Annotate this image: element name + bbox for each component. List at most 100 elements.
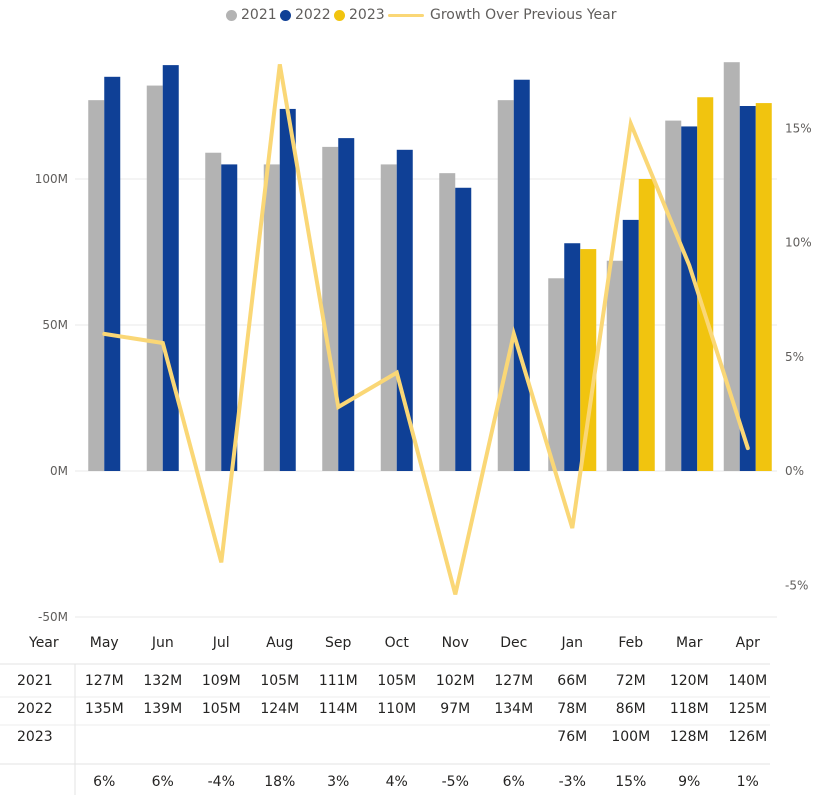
table-cell-value: 128M xyxy=(670,729,709,745)
table-growth-value: 6% xyxy=(152,774,174,790)
legend-item-growth-over-previous-year[interactable]: Growth Over Previous Year xyxy=(388,4,617,26)
bar-2022-sep xyxy=(338,138,355,471)
bar-2023-jan xyxy=(580,249,597,471)
table-cell-value: 127M xyxy=(85,673,124,689)
y-right-tick-label: 10% xyxy=(785,236,812,250)
table-cell-value: 102M xyxy=(436,673,475,689)
legend-label: 2023 xyxy=(349,7,385,23)
bar-2023-mar xyxy=(697,97,714,472)
table-cell-value: 97M xyxy=(440,701,470,717)
bar-2021-oct xyxy=(380,164,397,471)
legend-swatch-dot xyxy=(280,9,291,21)
bar-2021-may xyxy=(88,100,105,471)
legend-item-2023[interactable]: 2023 xyxy=(334,4,385,26)
table-cell-value: 135M xyxy=(85,701,124,717)
legend-swatch-line xyxy=(388,13,424,17)
table-row-label: 2023 xyxy=(17,729,53,745)
x-axis-category-label: Mar xyxy=(676,635,703,651)
bar-2022-nov xyxy=(455,187,472,471)
legend-item-2021[interactable]: 2021 xyxy=(226,4,277,26)
y-left-tick-label: 0M xyxy=(50,464,68,478)
y-left-tick-label: 100M xyxy=(35,172,68,186)
legend-swatch-dot xyxy=(334,9,345,21)
x-axis-category-label: Dec xyxy=(500,635,527,651)
table-growth-value: 18% xyxy=(264,774,295,790)
table-cell-value: 139M xyxy=(143,701,182,717)
table-cell-value: 105M xyxy=(260,673,299,689)
bar-2022-feb xyxy=(622,219,639,471)
table-growth-value: 15% xyxy=(615,774,646,790)
table-cell-value: 72M xyxy=(616,673,646,689)
legend-label: Growth Over Previous Year xyxy=(430,7,617,23)
bar-2022-jul xyxy=(221,164,238,471)
table-growth-value: -3% xyxy=(559,774,586,790)
legend-swatch-dot xyxy=(226,9,237,21)
y-right-tick-label: -5% xyxy=(785,578,808,592)
y-left-tick-label: -50M xyxy=(38,610,68,624)
bar-2021-apr xyxy=(723,62,740,471)
table-cell-value: 109M xyxy=(202,673,241,689)
bar-2021-feb xyxy=(606,260,623,471)
legend-item-2022[interactable]: 2022 xyxy=(280,4,331,26)
bar-2021-sep xyxy=(322,146,339,471)
bar-2021-dec xyxy=(497,100,514,471)
x-axis-category-label: Oct xyxy=(385,635,410,651)
x-axis-category-label: Apr xyxy=(736,635,760,651)
x-axis-category-label: Sep xyxy=(325,635,352,651)
bar-2021-jun xyxy=(146,85,163,471)
table-growth-value: 6% xyxy=(93,774,115,790)
chart-legend: 2021 2022 2023 Growth Over Previous Year xyxy=(0,4,838,26)
y-right-tick-label: 0% xyxy=(785,464,804,478)
x-axis-category-label: Jul xyxy=(212,635,230,651)
table-cell-value: 140M xyxy=(728,673,767,689)
bar-2022-may xyxy=(104,76,121,472)
bar-2022-mar xyxy=(681,126,698,471)
table-growth-value: 9% xyxy=(678,774,700,790)
table-cell-value: 134M xyxy=(494,701,533,717)
bar-2021-mar xyxy=(665,120,682,471)
table-growth-value: -4% xyxy=(208,774,235,790)
bar-2023-apr xyxy=(755,103,772,471)
table-growth-value: 3% xyxy=(327,774,349,790)
x-axis-category-label: Feb xyxy=(618,635,643,651)
x-axis-category-label: Aug xyxy=(266,635,293,651)
x-axis-category-label: May xyxy=(90,635,119,651)
legend-label: 2022 xyxy=(295,7,331,23)
table-cell-value: 66M xyxy=(557,673,587,689)
bar-2021-jan xyxy=(548,278,565,471)
table-cell-value: 110M xyxy=(377,701,416,717)
table-cell-value: 78M xyxy=(557,701,587,717)
table-cell-value: 105M xyxy=(377,673,416,689)
bar-2021-aug xyxy=(263,164,280,471)
x-axis-category-label: Jan xyxy=(560,635,583,651)
x-axis-category-label: Nov xyxy=(442,635,469,651)
y-right-tick-label: 5% xyxy=(785,350,804,364)
table-cell-value: 105M xyxy=(202,701,241,717)
table-growth-value: -5% xyxy=(442,774,469,790)
bar-2022-dec xyxy=(513,79,530,471)
bar-2023-feb xyxy=(638,179,655,471)
bar-2022-aug xyxy=(279,108,296,472)
x-axis-category-label: Jun xyxy=(151,635,174,651)
bar-2022-jun xyxy=(162,65,179,472)
bar-2022-apr xyxy=(739,106,756,471)
table-cell-value: 118M xyxy=(670,701,709,717)
bar-2022-jan xyxy=(564,243,581,471)
table-header-year: Year xyxy=(28,635,59,651)
table-cell-value: 114M xyxy=(319,701,358,717)
table-growth-value: 1% xyxy=(737,774,759,790)
table-cell-value: 111M xyxy=(319,673,358,689)
table-cell-value: 126M xyxy=(728,729,767,745)
table-cell-value: 124M xyxy=(260,701,299,717)
table-cell-value: 132M xyxy=(143,673,182,689)
table-cell-value: 120M xyxy=(670,673,709,689)
y-right-tick-label: 15% xyxy=(785,121,812,135)
legend-label: 2021 xyxy=(241,7,277,23)
table-cell-value: 127M xyxy=(494,673,533,689)
bar-2021-jul xyxy=(205,152,222,471)
table-cell-value: 100M xyxy=(611,729,650,745)
table-cell-value: 86M xyxy=(616,701,646,717)
table-growth-value: 4% xyxy=(386,774,408,790)
table-cell-value: 76M xyxy=(557,729,587,745)
